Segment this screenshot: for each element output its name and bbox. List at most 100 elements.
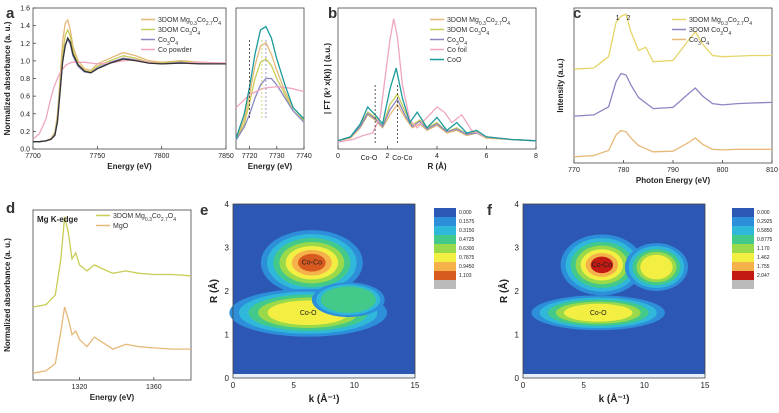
chart-layer: 7700 7750 7800 78500.00.20.40.60.81.01.21.4… [3,6,778,406]
panel-letter-b: b [328,5,337,22]
colorbar-label-e: 0.9450 [459,264,475,270]
heatmap-contour-e [320,286,376,313]
y-tick-label-f: 1 [515,331,520,340]
legend-label-b-3: Co foil [447,47,467,54]
y-axis-label-f: R (Å) [497,279,510,303]
legend-label-c-0: 3DOM Mg0.3Co2.7O4 [689,17,752,27]
y-tick-label-e: 2 [225,287,230,296]
legend-label-c-1: 3DOM Co3O4 [689,27,731,37]
annotation-co-o-f: Co-O [590,310,607,317]
heatmap-contour-f [590,256,614,274]
x-tick-label-f: 15 [701,381,710,390]
heatmap-baseline-f [523,374,705,378]
x-tick-label-d: 1360 [146,384,162,391]
x-tick-label-f: 0 [521,381,526,390]
y-tick-label-a: 1.2 [20,41,30,48]
panel-letter-d: d [6,200,15,217]
x-axis-label-a-inset: Energy (eV) [248,162,293,171]
x-tick-label-f: 10 [640,381,649,390]
legend-label-d-0: 3DOM Mg0.3Co2.7O4 [113,213,176,223]
x-axis-label-f: k (Å⁻¹) [599,392,630,405]
y-tick-label-e: 4 [225,200,230,209]
y-axis-label-e: R (Å) [207,279,220,303]
annotation-co-co-b: Co-Co [392,155,412,162]
plot-frame-a-inset [235,7,305,150]
series-line-a-inset-1 [235,58,305,141]
series-line-a-4 [33,36,226,143]
y-tick-label-f: 2 [515,287,520,296]
x-tick-label-a-inset: 7740 [296,153,312,160]
x-tick-label-b: 8 [534,153,538,160]
x-tick-label-b: 6 [485,153,489,160]
x-tick-label-e: 5 [291,381,296,390]
y-tick-label-e: 1 [225,331,230,340]
y-tick-label-e: 3 [225,244,230,253]
x-tick-label-c: 780 [618,167,630,174]
colorbar-swatch-f [732,280,754,289]
x-tick-label-b: 0 [336,153,340,160]
colorbar-label-e: 0.000 [459,210,472,216]
legend-label-b-1: 3DOM Co3O4 [447,27,489,37]
colorbar-swatch-e [434,271,456,280]
heatmap-contour-f [563,303,633,322]
panel-letter-e: e [200,202,208,219]
colorbar-swatch-e [434,235,456,244]
x-tick-label-b: 2 [386,153,390,160]
heatmap-baseline-e [233,374,415,378]
colorbar-label-f: 0.5850 [757,228,773,234]
x-tick-label-c: 810 [766,167,778,174]
colorbar-label-e: 0.4725 [459,237,475,243]
x-tick-label-a: 7850 [218,153,234,160]
plot-frame-d [32,209,192,381]
y-tick-label-f: 4 [515,200,520,209]
legend-label-b-4: CoO [447,57,462,64]
colorbar-swatch-f [732,271,754,280]
legend-label-b-0: 3DOM Mg0.3Co2.7O4 [447,17,510,27]
colorbar-swatch-f [732,226,754,235]
series-line-b-3 [337,18,537,143]
legend-label-a-3: Co powder [158,47,193,54]
y-tick-label-f: 0 [515,374,520,383]
x-axis-label-c: Photon Energy (eV) [636,176,711,185]
series-line-c-2 [573,129,772,158]
colorbar-label-e: 0.3150 [459,228,475,234]
series-line-a-inset-4 [235,25,305,139]
colorbar-label-f: 1.170 [757,246,770,252]
x-axis-label-d: Energy (eV) [90,393,135,402]
colorbar-swatch-f [732,244,754,253]
legend-label-a-2: Co3O4 [158,37,178,47]
x-tick-label-f: 5 [581,381,586,390]
y-axis-label-c: Intensity (a.u.) [556,58,565,113]
panel-letter-c: c [573,5,581,22]
x-tick-label-d: 1320 [72,384,88,391]
x-tick-label-a-inset: 7720 [242,153,258,160]
x-tick-label-a: 7750 [90,153,106,160]
y-axis-label-a: Normalized absorbance (a. u.) [3,21,12,135]
y-tick-label-a: 0.4 [20,111,30,118]
colorbar-swatch-f [732,217,754,226]
x-axis-label-e: k (Å⁻¹) [309,392,340,405]
y-axis-label-b: | FT (k³ x(k)) | (a.u.) [323,43,332,114]
y-tick-label-a: 1.6 [20,6,30,13]
x-tick-label-e: 0 [231,381,236,390]
panel-letter-f: f [487,202,493,219]
heatmap-contour-e [298,253,326,272]
x-tick-label-c: 800 [717,167,729,174]
y-tick-label-a: 1.4 [20,23,30,30]
x-tick-label-e: 10 [350,381,359,390]
x-tick-label-c: 790 [667,167,679,174]
x-tick-label-c: 770 [568,167,580,174]
series-line-b-2 [337,98,537,142]
colorbar-swatch-f [732,235,754,244]
colorbar-label-e: 0.7875 [459,255,475,261]
colorbar-swatch-e [434,217,456,226]
annotation-co-co-e: Co-Co [302,260,322,267]
y-tick-label-a: 0.2 [20,129,30,136]
colorbar-label-f: 1.755 [757,264,770,270]
series-line-b-4 [337,67,537,142]
colorbar-swatch-f [732,262,754,271]
panel-title-d: Mg K-edge [37,215,78,224]
colorbar-swatch-e [434,280,456,289]
x-tick-label-e: 15 [411,381,420,390]
annotation-co-o-e: Co-O [300,310,317,317]
